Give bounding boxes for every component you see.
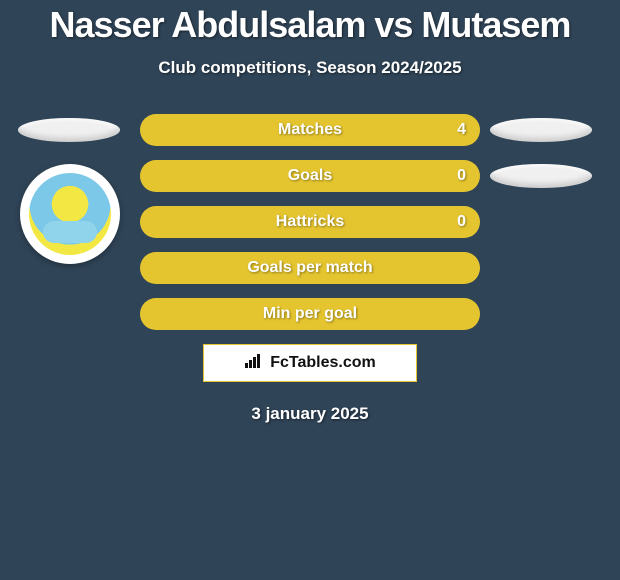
stat-row: Min per goal: [10, 298, 610, 330]
stat-row: Hattricks 0: [10, 206, 610, 238]
comparison-card: Nasser Abdulsalam vs Mutasem Club compet…: [0, 0, 620, 424]
stats-area: Matches 4 Goals 0 Hattricks 0: [0, 114, 620, 424]
stat-row: Goals per match: [10, 252, 610, 284]
player-left-placeholder: [18, 118, 120, 142]
stat-row: Goals 0: [10, 160, 610, 192]
stat-value: 0: [457, 213, 466, 231]
stat-bar-goals: Goals 0: [140, 160, 480, 192]
brand-link[interactable]: FcTables.com: [203, 344, 417, 382]
stat-value: 0: [457, 167, 466, 185]
stat-value: 4: [457, 121, 466, 139]
player-right-placeholder: [490, 164, 592, 188]
stat-label: Goals: [288, 167, 332, 185]
subtitle: Club competitions, Season 2024/2025: [0, 58, 620, 78]
page-title: Nasser Abdulsalam vs Mutasem: [0, 4, 620, 46]
stat-row: Matches 4: [10, 114, 610, 146]
stat-label: Min per goal: [263, 305, 357, 323]
stat-bar-goals-per-match: Goals per match: [140, 252, 480, 284]
stat-bar-hattricks: Hattricks 0: [140, 206, 480, 238]
stat-bar-min-per-goal: Min per goal: [140, 298, 480, 330]
player-right-placeholder: [490, 118, 592, 142]
generation-date: 3 january 2025: [10, 404, 610, 424]
stat-label: Matches: [278, 121, 342, 139]
chart-icon: [244, 353, 264, 374]
stat-label: Hattricks: [276, 213, 344, 231]
brand-text: FcTables.com: [270, 354, 376, 372]
stat-bar-matches: Matches 4: [140, 114, 480, 146]
stat-label: Goals per match: [247, 259, 372, 277]
